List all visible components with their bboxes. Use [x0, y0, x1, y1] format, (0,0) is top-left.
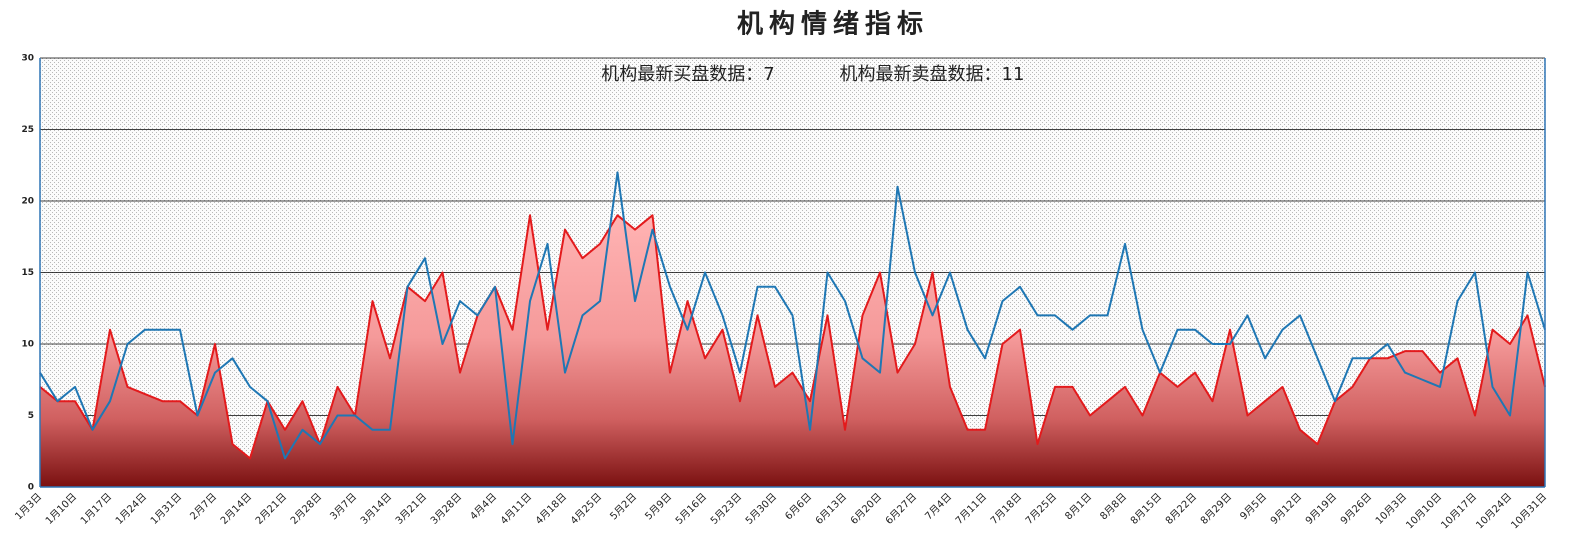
- x-tick-label: 5月30日: [743, 491, 779, 527]
- x-tick-label: 8月22日: [1163, 491, 1199, 527]
- x-tick-label: 10月10日: [1404, 491, 1445, 532]
- x-tick-label: 4月25日: [568, 491, 604, 527]
- x-tick-label: 4月4日: [468, 491, 500, 523]
- x-tick-label: 2月28日: [288, 491, 324, 527]
- x-tick-label: 6月13日: [813, 491, 849, 527]
- x-tick-label: 5月2日: [608, 491, 640, 523]
- y-tick-label: 20: [21, 197, 34, 207]
- x-tick-label: 10月3日: [1373, 491, 1409, 527]
- x-tick-label: 5月23日: [708, 491, 744, 527]
- chart-title: 机构情绪指标: [737, 9, 929, 40]
- y-tick-label: 0: [28, 483, 34, 493]
- x-tick-label: 5月9日: [643, 491, 675, 523]
- line: [39, 214, 1546, 460]
- x-tick-label: 10月24日: [1474, 491, 1515, 532]
- x-tick-label: 4月18日: [533, 491, 569, 527]
- y-tick-label: 15: [21, 268, 34, 278]
- x-tick-label: 8月1日: [1063, 491, 1095, 523]
- x-tick-label: 3月14日: [358, 491, 394, 527]
- annotation: 机构最新买盘数据：7: [601, 64, 774, 85]
- x-tick-label: 1月3日: [13, 491, 45, 523]
- x-tick-label: 3月21日: [393, 491, 429, 527]
- x-tick-label: 7月25日: [1023, 491, 1059, 527]
- y-tick-label: 30: [21, 54, 34, 64]
- x-tick-label: 6月27日: [883, 491, 919, 527]
- x-tick-label: 1月17日: [78, 491, 114, 527]
- x-tick-label: 9月5日: [1238, 491, 1270, 523]
- y-tick-label: 10: [21, 340, 34, 350]
- annotation: 机构最新卖盘数据：11: [840, 64, 1025, 85]
- x-tick-label: 4月11日: [498, 491, 534, 527]
- y-tick-label: 25: [21, 125, 34, 135]
- y-tick-label: 5: [28, 411, 34, 421]
- x-tick-label: 10月31日: [1509, 491, 1550, 532]
- x-tick-label: 6月20日: [848, 491, 884, 527]
- line: [39, 171, 1546, 460]
- x-tick-label: 1月24日: [113, 491, 149, 527]
- x-tick-label: 8月29日: [1198, 491, 1234, 527]
- x-tick-label: 9月26日: [1338, 491, 1374, 527]
- x-tick-label: 9月12日: [1268, 491, 1304, 527]
- x-tick-label: 9月19日: [1303, 491, 1339, 527]
- x-tick-label: 7月18日: [988, 491, 1024, 527]
- x-tick-label: 2月14日: [218, 491, 254, 527]
- x-tick-label: 8月15日: [1128, 491, 1164, 527]
- x-tick-label: 6月6日: [783, 491, 815, 523]
- x-tick-label: 2月21日: [253, 491, 289, 527]
- x-tick-label: 10月17日: [1439, 491, 1480, 532]
- x-tick-label: 7月4日: [923, 491, 955, 523]
- area: [40, 215, 1545, 488]
- x-tick-label: 5月16日: [673, 491, 709, 527]
- x-tick-label: 1月10日: [43, 491, 79, 527]
- x-tick-label: 2月7日: [188, 491, 220, 523]
- x-tick-label: 8月8日: [1098, 491, 1130, 523]
- x-tick-label: 7月11日: [953, 491, 989, 527]
- x-tick-label: 3月7日: [328, 491, 360, 523]
- x-tick-label: 3月28日: [428, 491, 464, 527]
- x-tick-label: 1月31日: [148, 491, 184, 527]
